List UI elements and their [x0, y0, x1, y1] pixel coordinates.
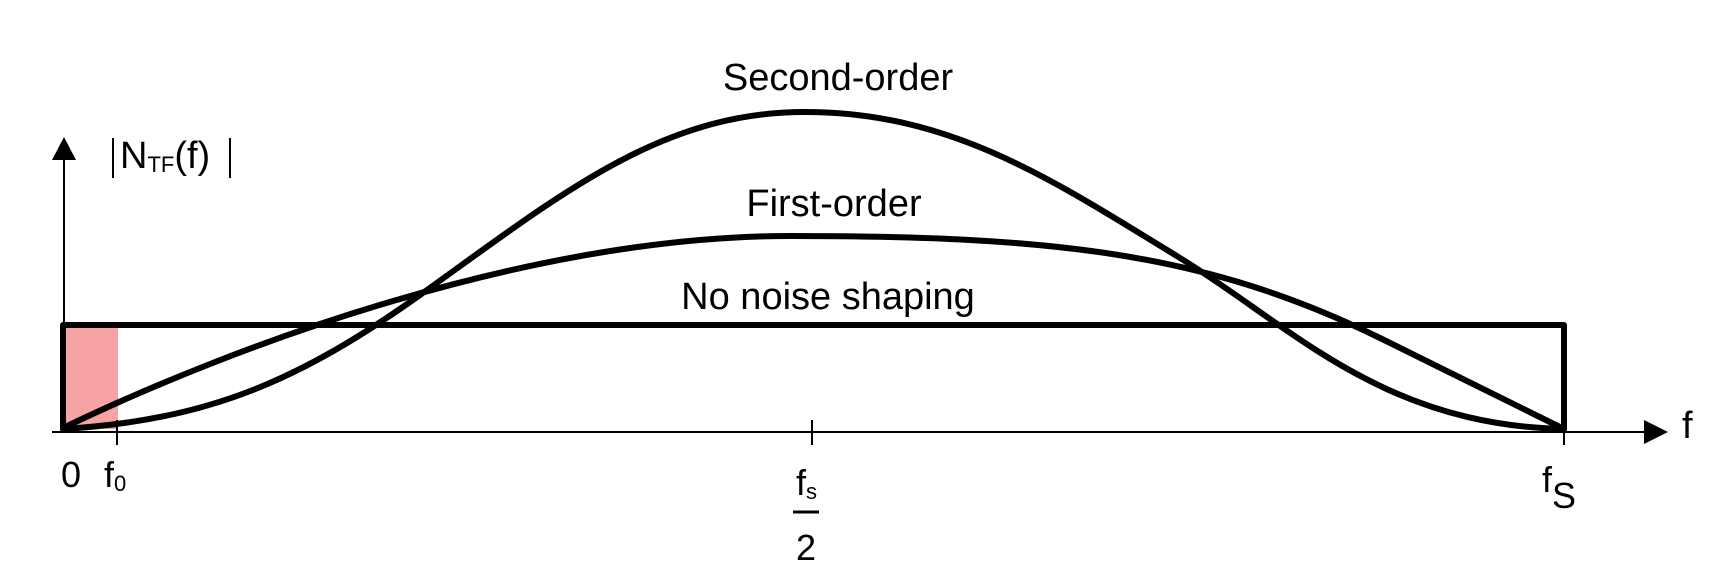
fs-main: f — [1542, 459, 1553, 500]
no-shaping-curve — [60, 322, 1567, 432]
first-order-curve — [60, 233, 1567, 432]
tick-label-fs-half: fs 2 — [793, 462, 819, 568]
svg-text:fs: fs — [796, 462, 817, 504]
y-axis-label: NTF(f) — [112, 135, 231, 178]
second-order-curve — [60, 109, 1567, 432]
f0-main: f — [104, 454, 115, 495]
tick-label-fs: fS — [1542, 459, 1576, 516]
fs-half-num-main: f — [796, 462, 807, 503]
f0-sub: 0 — [114, 471, 126, 496]
svg-text:NTF(f): NTF(f) — [120, 135, 210, 177]
y-label-sub: TF — [147, 152, 174, 177]
y-axis-arrow — [52, 137, 76, 160]
y-label-main: N — [120, 135, 147, 177]
no-shaping-label: No noise shaping — [681, 276, 975, 318]
x-axis-label: f — [1682, 405, 1693, 447]
fs-half-den: 2 — [796, 527, 816, 568]
fs-sub: S — [1552, 475, 1576, 516]
tick-label-f0: f0 — [104, 454, 126, 496]
x-axis-arrow — [1644, 420, 1668, 444]
tick-label-zero: 0 — [61, 454, 81, 495]
second-order-label: Second-order — [723, 57, 954, 99]
fs-half-num-sub: s — [806, 479, 817, 504]
first-order-label: First-order — [746, 183, 922, 225]
y-label-rest: (f) — [174, 135, 210, 177]
